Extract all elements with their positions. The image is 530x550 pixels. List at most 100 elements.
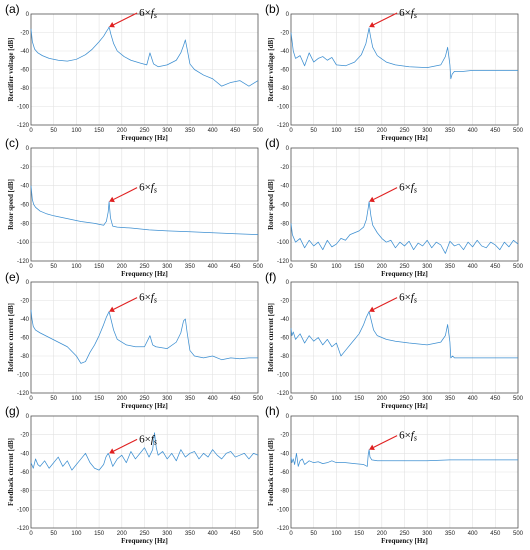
x-tick-label: 0 (29, 531, 33, 537)
chart-panel: (d) 0 50 100 150 200 250 300 350 400 450 500 -120 -10… (265, 136, 524, 278)
y-tick-label: -120 (277, 123, 290, 129)
chart-panel: (f) 0 50 100 150 200 250 300 350 400 450 500 -120 -10… (265, 270, 524, 410)
x-tick-label: 150 (354, 531, 365, 537)
annotation-label: 6×fs (139, 7, 157, 20)
x-tick-label: 0 (29, 396, 33, 402)
x-tick-label: 300 (162, 531, 173, 537)
y-tick-label: 0 (26, 414, 30, 420)
x-tick-label: 250 (139, 128, 150, 134)
x-tick-label: 0 (29, 128, 33, 134)
y-axis-label: Feedback current [dB] (7, 438, 15, 506)
y-tick-label: -100 (277, 373, 290, 379)
x-tick-label: 300 (422, 396, 433, 402)
x-axis-label: Frequency [Hz] (381, 134, 428, 142)
y-tick-label: -60 (280, 470, 289, 476)
series-line (30, 309, 258, 364)
x-tick-label: 250 (399, 128, 410, 134)
y-tick-label: 0 (286, 280, 290, 286)
x-tick-label: 350 (445, 128, 456, 134)
y-tick-label: -60 (280, 68, 289, 74)
panel-letter: (b) (265, 2, 280, 16)
annotation-arrow (373, 435, 398, 448)
chart-panel: (h) 0 50 100 150 200 250 300 350 400 450 500 -120 -10… (265, 404, 524, 545)
x-axis-label: Frequency [Hz] (381, 270, 428, 278)
x-tick-label: 100 (71, 396, 82, 402)
y-tick-label: -20 (20, 299, 29, 305)
plot-frame (290, 415, 519, 529)
x-tick-label: 150 (354, 128, 365, 134)
y-tick-label: -120 (17, 391, 30, 397)
y-tick-label: -40 (280, 49, 289, 55)
x-tick-label: 250 (399, 531, 410, 537)
x-tick-label: 100 (331, 396, 342, 402)
x-tick-label: 350 (185, 396, 196, 402)
y-tick-label: -100 (17, 373, 30, 379)
x-tick-label: 200 (117, 264, 128, 270)
annotation-label: 6×fs (399, 430, 417, 443)
y-tick-label: -100 (277, 105, 290, 111)
x-tick-label: 450 (230, 264, 241, 270)
plot-frame (30, 13, 259, 126)
y-tick-label: -40 (280, 184, 289, 190)
chart-panel: (g) 0 50 100 150 200 250 300 350 400 450 500 -120 -10… (5, 404, 264, 545)
x-tick-label: 200 (377, 531, 388, 537)
x-tick-label: 150 (94, 128, 105, 134)
x-tick-label: 400 (468, 531, 479, 537)
x-tick-label: 200 (117, 531, 128, 537)
x-tick-label: 200 (117, 128, 128, 134)
plot-frame (290, 147, 519, 262)
x-tick-label: 100 (331, 531, 342, 537)
plot-frame (30, 415, 259, 529)
y-tick-label: -20 (280, 165, 289, 171)
y-tick-label: -20 (280, 31, 289, 37)
annotation-arrow (373, 12, 398, 26)
annotation-label: 6×fs (399, 182, 417, 195)
x-tick-label: 100 (71, 264, 82, 270)
x-tick-label: 500 (253, 531, 264, 537)
series-line (290, 201, 519, 254)
x-tick-label: 350 (445, 264, 456, 270)
x-axis-label: Frequency [Hz] (121, 402, 168, 410)
x-tick-label: 400 (208, 128, 219, 134)
x-tick-label: 0 (289, 264, 293, 270)
x-tick-label: 450 (490, 128, 501, 134)
y-tick-label: -40 (280, 317, 289, 323)
x-tick-label: 400 (208, 396, 219, 402)
x-tick-label: 350 (445, 531, 456, 537)
panel-letter: (e) (5, 270, 20, 284)
x-tick-label: 50 (50, 396, 57, 402)
annotation-arrow (113, 297, 138, 310)
x-tick-label: 300 (422, 264, 433, 270)
panel-letter: (d) (265, 136, 280, 150)
panel-letter: (f) (265, 270, 276, 284)
x-tick-label: 100 (71, 128, 82, 134)
annotation-label: 6×fs (139, 292, 157, 305)
y-tick-label: -80 (280, 354, 289, 360)
x-tick-label: 50 (310, 128, 317, 134)
y-tick-label: -80 (20, 221, 29, 227)
y-tick-label: 0 (26, 280, 30, 286)
x-tick-label: 50 (310, 531, 317, 537)
x-tick-label: 50 (310, 264, 317, 270)
x-tick-label: 350 (185, 128, 196, 134)
y-axis-label: Rotor speed [dB] (7, 179, 15, 230)
y-tick-label: -80 (280, 86, 289, 92)
y-tick-label: -40 (280, 451, 289, 457)
y-tick-label: -40 (20, 317, 29, 323)
x-tick-label: 500 (253, 128, 264, 134)
y-tick-label: -100 (17, 240, 30, 246)
y-tick-label: -120 (277, 526, 290, 532)
y-tick-label: -120 (277, 391, 290, 397)
y-tick-label: -120 (17, 526, 30, 532)
x-tick-label: 300 (162, 128, 173, 134)
series-line (30, 432, 259, 471)
x-axis-label: Frequency [Hz] (381, 402, 428, 410)
x-tick-label: 500 (513, 531, 524, 537)
y-axis-label: Rectifier voltage [dB] (7, 37, 15, 101)
y-tick-label: -40 (20, 184, 29, 190)
x-tick-label: 250 (399, 396, 410, 402)
panel-letter: (h) (265, 404, 280, 418)
x-tick-label: 100 (71, 531, 82, 537)
annotation-arrowhead (109, 448, 115, 454)
